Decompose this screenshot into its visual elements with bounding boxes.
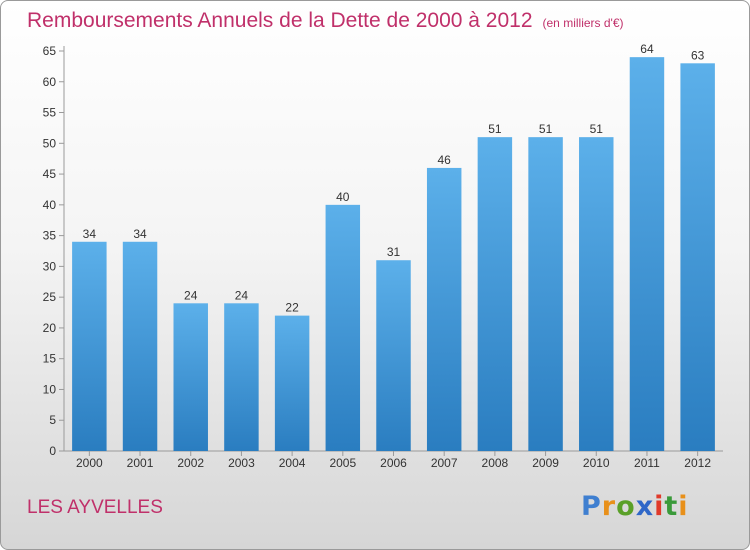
data-label-2000: 34: [83, 227, 97, 241]
x-tick-label-2001: 2001: [127, 456, 154, 470]
y-tick-label: 50: [43, 136, 57, 150]
x-tick-label-2008: 2008: [482, 456, 509, 470]
y-tick-label: 60: [43, 75, 57, 89]
x-tick-label-2004: 2004: [279, 456, 306, 470]
x-tick-label-2007: 2007: [431, 456, 458, 470]
bar-2003: [224, 303, 259, 451]
y-tick-label: 20: [43, 321, 57, 335]
bar-2002: [173, 303, 208, 451]
data-label-2006: 31: [387, 245, 401, 259]
data-label-2012: 63: [691, 48, 705, 62]
y-tick-label: 5: [49, 413, 56, 427]
logo-letter: P: [581, 491, 602, 522]
bar-2001: [122, 241, 158, 451]
x-tick-label-2012: 2012: [684, 456, 711, 470]
y-tick-label: 25: [43, 290, 57, 304]
data-label-2003: 24: [235, 288, 249, 302]
data-label-2002: 24: [184, 288, 198, 302]
y-tick-label: 35: [43, 229, 57, 243]
y-tick-label: 0: [49, 444, 56, 458]
y-tick-label: 15: [43, 352, 57, 366]
proxiti-logo: Proxiti: [581, 491, 689, 522]
chart-title: Remboursements Annuels de la Dette de 20…: [27, 9, 624, 33]
y-tick-label: 65: [43, 44, 57, 58]
bar-2006: [376, 260, 411, 451]
y-tick-label: 10: [43, 382, 57, 396]
y-tick-label: 30: [43, 259, 57, 273]
bar-2011: [629, 57, 665, 452]
bar-2009: [528, 137, 563, 451]
chart-title-main: Remboursements Annuels de la Dette de 20…: [27, 9, 533, 32]
bar-2007: [426, 167, 462, 451]
x-tick-label-2005: 2005: [329, 456, 356, 470]
x-tick-label-2006: 2006: [380, 456, 407, 470]
y-tick-label: 55: [43, 106, 57, 120]
bar-2000: [72, 241, 107, 451]
data-label-2005: 40: [336, 190, 350, 204]
y-tick-label: 40: [43, 198, 57, 212]
bar-2005: [325, 204, 361, 451]
data-label-2011: 64: [640, 42, 654, 56]
data-label-2001: 34: [133, 227, 147, 241]
data-label-2009: 51: [539, 122, 553, 136]
x-tick-label-2011: 2011: [634, 456, 660, 470]
bar-2010: [579, 137, 614, 451]
bar-2012: [680, 63, 715, 452]
x-tick-label-2003: 2003: [228, 456, 255, 470]
bar-2008: [477, 137, 513, 451]
y-tick-label: 45: [43, 167, 57, 181]
logo-letter: t: [664, 491, 679, 522]
logo-letter: r: [601, 491, 617, 522]
bar-2004: [274, 315, 310, 451]
data-label-2008: 51: [488, 122, 502, 136]
logo-letter: i: [654, 491, 665, 522]
x-tick-label-2000: 2000: [76, 456, 103, 470]
chart-title-unit: (en milliers d'€): [542, 16, 624, 30]
logo-letter: i: [678, 491, 689, 522]
data-label-2004: 22: [285, 301, 299, 315]
x-tick-label-2009: 2009: [532, 456, 559, 470]
data-label-2007: 46: [438, 153, 452, 167]
logo-letter: x: [635, 491, 655, 522]
logo-letter: o: [616, 491, 636, 522]
x-tick-label-2010: 2010: [583, 456, 610, 470]
data-label-2010: 51: [590, 122, 604, 136]
x-tick-label-2002: 2002: [177, 456, 204, 470]
city-name: LES AYVELLES: [27, 497, 163, 518]
